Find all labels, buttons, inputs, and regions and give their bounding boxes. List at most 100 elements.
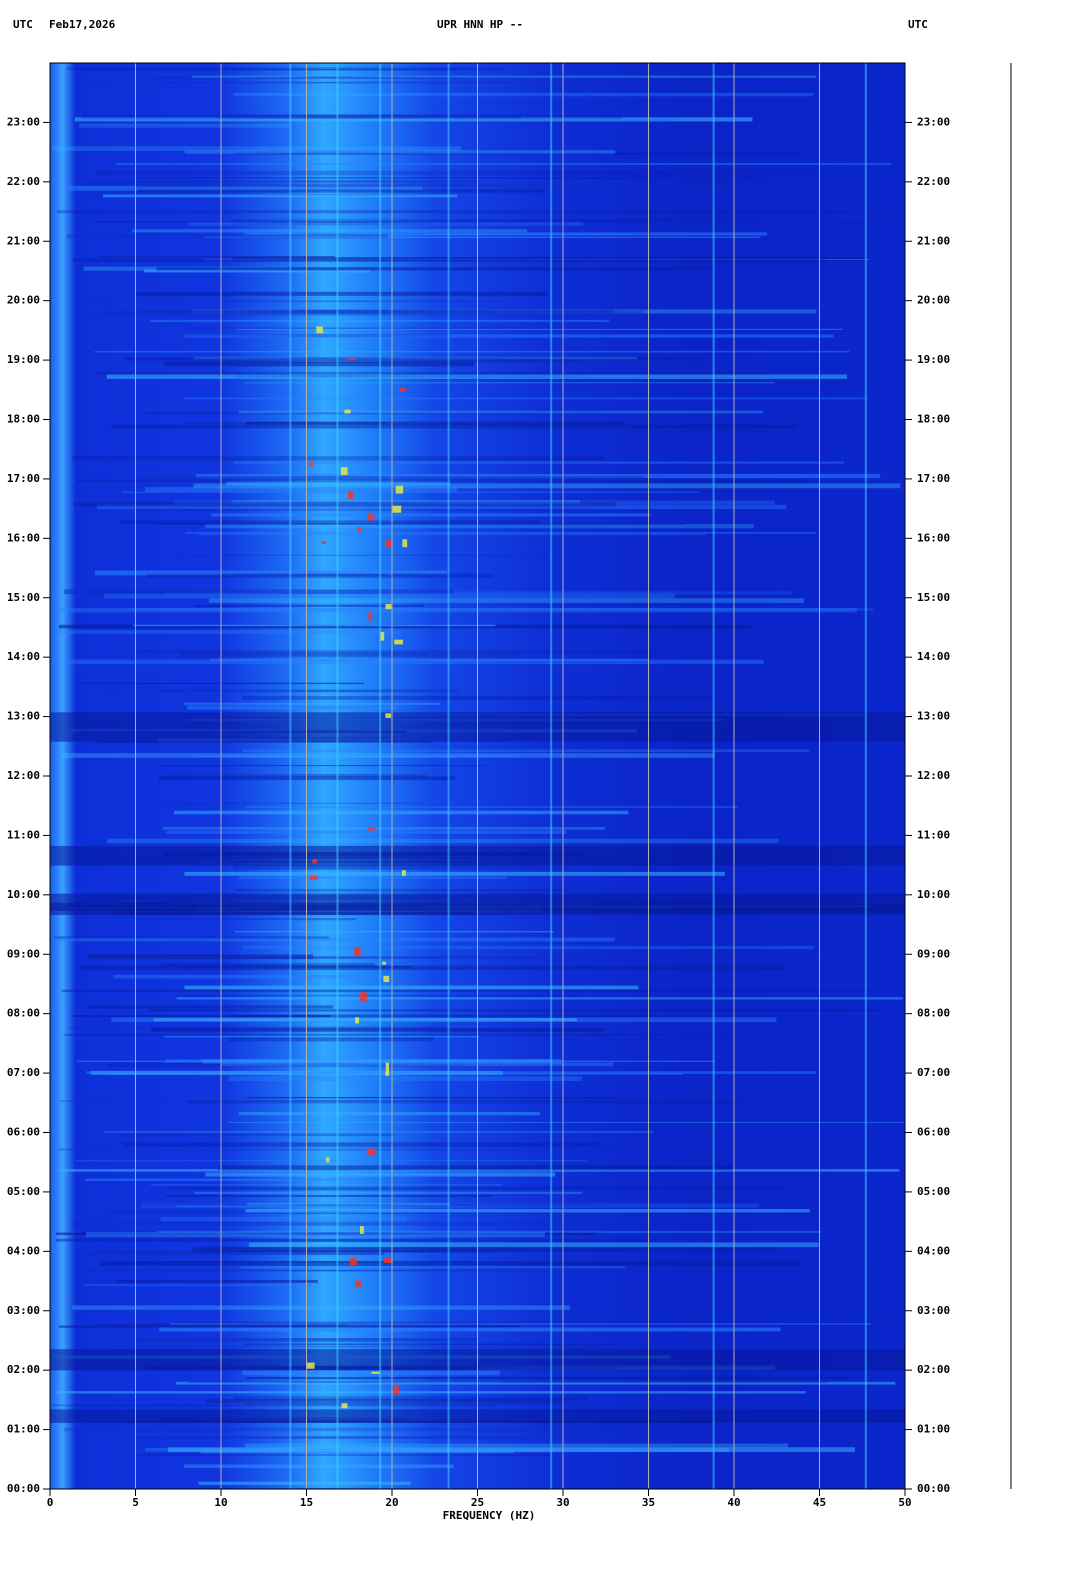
texture-stripe bbox=[230, 218, 672, 222]
texture-hot bbox=[326, 1157, 330, 1163]
texture-stripe bbox=[218, 573, 474, 577]
texture-stripe bbox=[242, 945, 814, 950]
texture-stripe bbox=[233, 461, 845, 464]
texture-stripe bbox=[55, 1232, 596, 1236]
texture-stripe bbox=[236, 328, 843, 330]
texture-stripe bbox=[228, 1076, 583, 1081]
texture-hot bbox=[367, 513, 375, 521]
texture-stripe bbox=[55, 1391, 806, 1394]
texture-stripe bbox=[240, 1265, 626, 1269]
texture-stripe bbox=[183, 965, 411, 969]
y-tick-label: 14:00 bbox=[7, 650, 40, 663]
texture-stripe bbox=[165, 1195, 492, 1197]
texture-hot bbox=[395, 485, 404, 494]
texture-stripe bbox=[79, 965, 788, 970]
y-tick-label: 20:00 bbox=[917, 294, 950, 307]
texture-line bbox=[336, 63, 339, 1489]
x-tick-label: 35 bbox=[642, 1496, 655, 1509]
texture-stripe bbox=[196, 651, 428, 657]
y-tick-label: 11:00 bbox=[917, 828, 950, 841]
texture-stripe bbox=[203, 236, 760, 239]
texture-stripe bbox=[242, 696, 710, 700]
texture-stripe bbox=[233, 864, 569, 870]
texture-stripe bbox=[198, 533, 706, 536]
texture-stripe bbox=[194, 1191, 583, 1194]
texture-hot bbox=[306, 1362, 315, 1369]
texture-stripe bbox=[243, 382, 775, 384]
y-tick-label: 06:00 bbox=[917, 1126, 950, 1139]
texture-stripe bbox=[143, 269, 370, 273]
texture-stripe bbox=[61, 989, 870, 993]
texture-stripe bbox=[97, 1323, 349, 1327]
texture-stripe bbox=[104, 689, 459, 693]
texture-stripe bbox=[74, 117, 753, 122]
y-tick-label: 16:00 bbox=[7, 531, 40, 544]
y-tick-label: 00:00 bbox=[917, 1482, 950, 1495]
y-tick-label: 00:00 bbox=[7, 1482, 40, 1495]
texture-stripe bbox=[133, 624, 496, 627]
texture-stripe bbox=[86, 1232, 545, 1237]
texture-stripe bbox=[243, 1402, 879, 1405]
texture-stripe bbox=[96, 371, 768, 375]
texture-stripe bbox=[54, 936, 329, 939]
y-tick-label: 22:00 bbox=[7, 175, 40, 188]
texture-hot bbox=[380, 632, 385, 641]
texture-stripe bbox=[202, 1059, 562, 1064]
y-tick-label: 10:00 bbox=[917, 888, 950, 901]
texture-stripe bbox=[125, 357, 705, 361]
texture-stripe bbox=[103, 194, 458, 198]
texture-stripe bbox=[72, 1305, 570, 1310]
texture-stripe bbox=[79, 123, 290, 128]
y-tick-label: 01:00 bbox=[7, 1423, 40, 1436]
texture-hot bbox=[385, 1062, 390, 1072]
texture-stripe bbox=[71, 1015, 330, 1018]
texture-hot bbox=[371, 1371, 380, 1374]
texture-stripe bbox=[107, 1063, 464, 1067]
texture-stripe bbox=[176, 1205, 379, 1208]
texture-hot bbox=[309, 462, 314, 467]
x-tick-label: 50 bbox=[898, 1496, 911, 1509]
texture-stripe bbox=[59, 1100, 482, 1102]
x-tick-label: 45 bbox=[813, 1496, 826, 1509]
texture-stripe bbox=[54, 937, 615, 942]
texture-stripe bbox=[244, 1443, 789, 1448]
x-tick-label: 0 bbox=[47, 1496, 54, 1509]
texture-stripe bbox=[143, 309, 614, 314]
y-tick-label: 07:00 bbox=[7, 1066, 40, 1079]
y-tick-label: 17:00 bbox=[917, 472, 950, 485]
texture-stripe bbox=[228, 1037, 434, 1042]
texture-stripe bbox=[184, 150, 616, 154]
texture-stripe bbox=[144, 487, 457, 492]
texture-stripe bbox=[134, 1337, 478, 1342]
texture-stripe bbox=[84, 1284, 312, 1287]
texture-stripe bbox=[238, 876, 507, 879]
texture-stripe bbox=[173, 810, 629, 815]
texture-stripe bbox=[132, 229, 528, 233]
texture-stripe bbox=[241, 1343, 618, 1346]
texture-stripe bbox=[58, 1169, 900, 1172]
texture-stripe bbox=[91, 221, 889, 223]
y-tick-label: 10:00 bbox=[7, 888, 40, 901]
texture-stripe bbox=[146, 573, 493, 578]
texture-stripe bbox=[235, 888, 570, 892]
texture-hot bbox=[344, 409, 351, 414]
y-tick-label: 22:00 bbox=[917, 175, 950, 188]
texture-stripe bbox=[84, 1178, 361, 1182]
texture-stripe bbox=[239, 410, 763, 414]
texture-hot bbox=[384, 540, 392, 548]
texture-stripe bbox=[157, 523, 686, 525]
texture-stripe bbox=[246, 1096, 619, 1099]
texture-hot bbox=[309, 875, 319, 880]
texture-stripe bbox=[121, 520, 541, 525]
x-axis-title: FREQUENCY (HZ) bbox=[443, 1509, 536, 1522]
texture-stripe bbox=[58, 1325, 520, 1328]
texture-stripe bbox=[134, 177, 773, 179]
texture-stripe bbox=[225, 360, 581, 363]
texture-stripe bbox=[187, 705, 398, 710]
x-tick-label: 20 bbox=[385, 1496, 398, 1509]
texture-hot bbox=[359, 992, 367, 1003]
texture-stripe bbox=[238, 1111, 540, 1116]
y-tick-label: 03:00 bbox=[7, 1304, 40, 1317]
texture-stripe bbox=[228, 1121, 905, 1123]
